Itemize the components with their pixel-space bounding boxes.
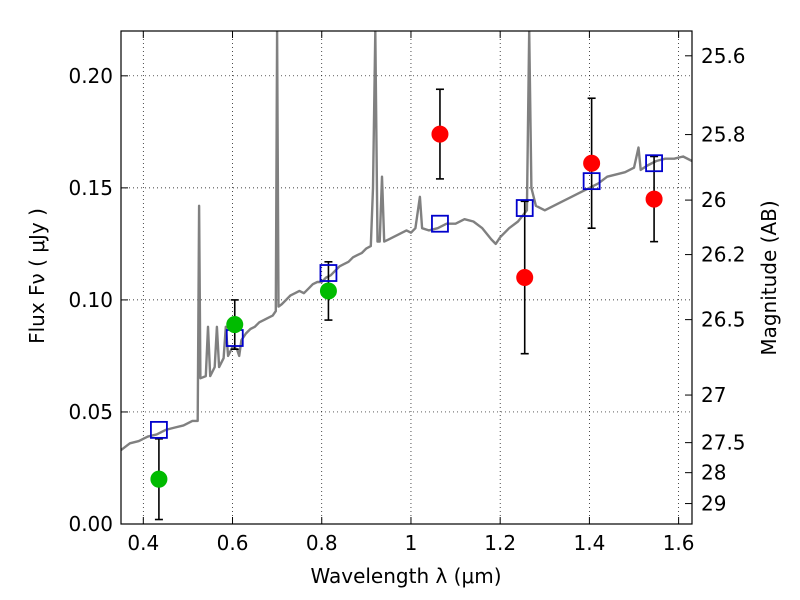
y-tick-label: 0.05 bbox=[68, 400, 113, 424]
observed-point bbox=[150, 470, 168, 488]
model-point-square bbox=[582, 172, 601, 191]
axis-ticks: 0.4 0.6 0.8 1 1.2 1.4 1.6 0.00 0.05 0.10 0.15 0.20 2… bbox=[68, 31, 746, 555]
x-tick-label: 0.6 bbox=[217, 531, 249, 555]
model-point-square bbox=[431, 214, 449, 233]
spectrum-line-group bbox=[121, 31, 692, 452]
x-axis-label: Wavelength λ (μm) bbox=[310, 564, 501, 588]
right-tick-label: 25.6 bbox=[701, 44, 746, 68]
plot-frame bbox=[120, 30, 693, 525]
x-tick-label: 1 bbox=[405, 531, 418, 555]
observed-point bbox=[431, 125, 449, 143]
x-tick-label: 0.8 bbox=[306, 531, 338, 555]
right-tick-label: 27.5 bbox=[701, 431, 746, 455]
observed-point bbox=[583, 154, 601, 172]
y-tick-label: 0.00 bbox=[68, 512, 113, 536]
x-tick-label: 1.4 bbox=[573, 531, 605, 555]
observed-point bbox=[516, 269, 534, 286]
error-bars bbox=[154, 88, 659, 521]
right-tick-label: 26.5 bbox=[701, 308, 746, 332]
right-tick-label: 26 bbox=[701, 188, 726, 212]
x-tick-label: 0.4 bbox=[127, 531, 159, 555]
right-tick-label: 29 bbox=[701, 492, 726, 516]
y-tick-label: 0.10 bbox=[68, 288, 113, 312]
right-axis-label: Magnitude (AB) bbox=[757, 200, 781, 355]
right-tick-label: 27 bbox=[701, 383, 726, 407]
observed-point bbox=[645, 190, 663, 208]
observed-point bbox=[319, 282, 337, 300]
model-point-square bbox=[319, 264, 338, 282]
y-tick-label: 0.20 bbox=[68, 64, 113, 88]
x-tick-label: 1.6 bbox=[663, 531, 695, 555]
model-point-square bbox=[645, 154, 663, 173]
right-tick-label: 26.2 bbox=[701, 243, 746, 267]
model-point-square bbox=[515, 199, 534, 217]
y-axis-label: Flux Fν ( μJy ) bbox=[25, 208, 49, 344]
x-tick-label: 1.2 bbox=[484, 531, 516, 555]
spectrum-line bbox=[121, 31, 692, 452]
grid-lines bbox=[121, 31, 692, 525]
right-tick-label: 25.8 bbox=[701, 123, 746, 147]
y-tick-label: 0.15 bbox=[68, 176, 113, 200]
model-point-square bbox=[150, 420, 168, 439]
data-markers bbox=[150, 125, 663, 488]
observed-point bbox=[226, 316, 244, 334]
right-tick-label: 28 bbox=[701, 461, 726, 485]
